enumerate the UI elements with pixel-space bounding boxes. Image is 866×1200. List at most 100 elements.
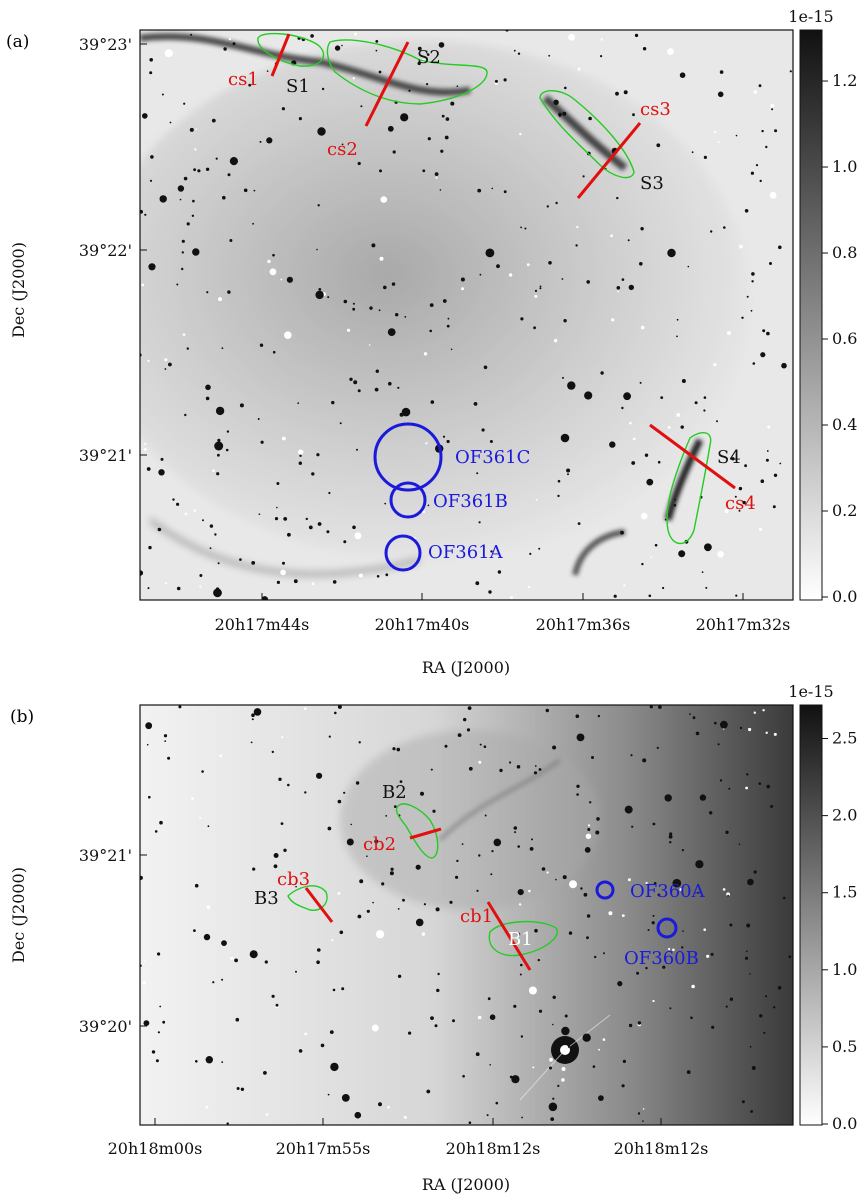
star-point <box>697 891 699 894</box>
star-point <box>489 1064 492 1066</box>
star-point <box>427 504 430 507</box>
star-point <box>182 333 186 336</box>
star-point <box>632 437 636 441</box>
star-point <box>762 329 766 333</box>
star-point <box>729 997 734 1001</box>
star-point <box>160 457 164 461</box>
star-point <box>218 297 222 302</box>
star-point <box>667 248 676 258</box>
star-point <box>202 519 204 522</box>
panel-a-x-tick: 20h17m40s <box>375 615 470 634</box>
star-point <box>717 551 724 558</box>
star-point <box>221 1061 224 1063</box>
star-point <box>355 781 360 785</box>
star-point <box>251 561 256 565</box>
star-point <box>517 845 520 848</box>
star-point <box>738 486 743 491</box>
star-point <box>346 328 351 332</box>
star-point <box>640 325 645 330</box>
star-point <box>686 1070 691 1074</box>
star-point <box>358 741 361 744</box>
star-point <box>357 389 361 393</box>
panel-b-x-title: RA (J2000) <box>422 1175 510 1194</box>
star-point <box>524 227 527 230</box>
star-point <box>588 116 592 121</box>
star-point <box>681 379 686 383</box>
star-point <box>518 903 522 906</box>
star-point <box>520 226 522 229</box>
star-point <box>161 93 164 96</box>
filament-s3 <box>542 94 628 172</box>
star-point <box>695 731 700 736</box>
star-point <box>446 324 450 328</box>
star-point <box>548 1102 558 1112</box>
star-point <box>191 797 194 800</box>
star-point <box>404 316 407 318</box>
panel-b-x-tick: 20h18m12s <box>446 1139 541 1158</box>
star-point <box>217 453 220 457</box>
star-point <box>184 512 188 516</box>
star-point <box>575 244 578 247</box>
star-point <box>379 256 384 261</box>
star-point <box>145 722 153 730</box>
star-point <box>746 773 749 776</box>
panel-b-y-tick: 39°20' <box>79 1017 132 1036</box>
star-point <box>183 102 186 105</box>
star-point <box>397 386 400 389</box>
star-point <box>243 188 248 193</box>
star-point <box>159 195 167 203</box>
star-point <box>422 510 426 513</box>
panel-b-y-tick: 39°21' <box>79 846 132 865</box>
star-point <box>725 830 729 834</box>
star-point <box>546 205 549 208</box>
star-point <box>337 892 341 895</box>
star-point <box>381 882 385 886</box>
star-point <box>393 805 397 808</box>
star-point <box>562 376 564 379</box>
star-point <box>664 794 672 802</box>
star-point <box>383 285 387 290</box>
star-point <box>628 1023 633 1028</box>
star-point <box>227 173 231 177</box>
star-point <box>558 112 562 117</box>
star-point <box>584 847 591 853</box>
star-point <box>144 960 146 962</box>
star-point <box>769 262 772 265</box>
star-point <box>636 971 640 975</box>
star-point <box>489 1014 496 1020</box>
star-point <box>209 524 214 528</box>
star-point <box>444 135 449 140</box>
star-point <box>164 582 168 585</box>
star-point <box>195 1060 198 1063</box>
star-point <box>297 402 300 404</box>
star-point <box>600 38 603 41</box>
star-point <box>305 517 308 521</box>
star-point <box>672 948 675 952</box>
star-point <box>516 765 521 769</box>
star-point <box>430 1016 434 1020</box>
star-point <box>560 433 570 443</box>
star-point <box>189 127 194 132</box>
star-point <box>538 547 541 550</box>
panel-a-y-title: Dec (J2000) <box>9 242 28 338</box>
star-point <box>444 744 448 748</box>
star-point <box>192 248 200 256</box>
star-point <box>167 756 171 760</box>
star-point <box>639 262 643 266</box>
star-point <box>729 923 733 927</box>
star-point <box>766 450 769 452</box>
star-point <box>308 525 313 530</box>
star-point <box>157 952 161 956</box>
star-point <box>667 426 671 429</box>
star-point <box>755 164 759 167</box>
star-point <box>746 923 751 928</box>
panel-a-x-tick: 20h17m36s <box>536 615 631 634</box>
panel-a-colorbar-tick: 0.2 <box>832 501 857 520</box>
panel-a-y-tick: 39°22' <box>79 241 132 260</box>
label-b2: B2 <box>382 782 407 803</box>
star-point <box>483 745 487 748</box>
star-point <box>456 85 459 87</box>
star-point <box>598 1095 604 1101</box>
star-point <box>576 784 580 788</box>
star-point <box>316 248 318 251</box>
